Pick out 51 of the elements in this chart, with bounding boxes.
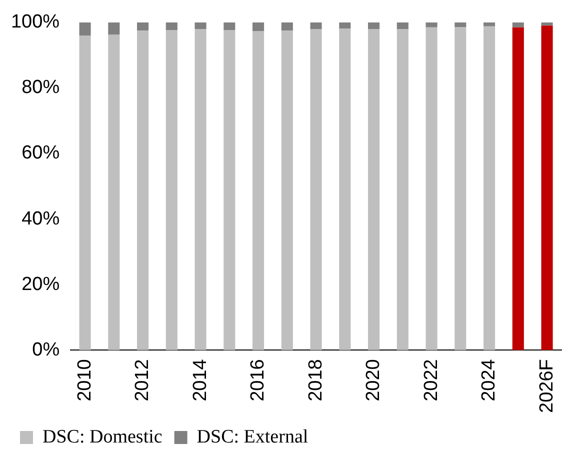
legend-label: DSC: External	[196, 426, 308, 448]
y-tick-label: 60%	[22, 142, 60, 164]
bar	[79, 36, 91, 350]
bar	[194, 28, 206, 350]
bar	[454, 26, 466, 350]
bar	[426, 22, 438, 28]
x-tick-label: 2020	[363, 359, 384, 402]
bar	[281, 22, 293, 31]
bar	[108, 22, 120, 35]
y-tick-label: 20%	[22, 274, 60, 295]
bar	[484, 26, 496, 350]
bar	[310, 22, 322, 29]
x-tick-label: 2018	[305, 359, 326, 402]
bar	[166, 22, 178, 30]
bar	[426, 27, 438, 350]
legend-label: DSC: Domestic	[42, 426, 162, 448]
x-tick-label: 2012	[132, 359, 154, 402]
bar	[310, 28, 322, 350]
bar	[79, 22, 91, 36]
y-tick-label: 100%	[10, 12, 60, 33]
bar	[368, 28, 380, 350]
bar	[281, 30, 293, 350]
x-tick-label: 2024	[478, 358, 500, 402]
bar	[252, 31, 264, 350]
x-tick-label: 2026F	[536, 359, 558, 413]
x-tick-label: 2016	[248, 359, 269, 402]
bar	[224, 22, 236, 30]
bar	[396, 22, 408, 29]
bar	[454, 22, 466, 27]
x-tick-label: 2014	[190, 358, 211, 402]
bar	[368, 22, 380, 29]
bar	[166, 30, 178, 350]
bar	[339, 28, 351, 350]
bar	[224, 30, 236, 350]
x-tick-label: 2022	[420, 359, 442, 402]
bar	[396, 28, 408, 350]
bar	[512, 22, 524, 28]
bar	[108, 34, 120, 350]
x-tick-label: 2010	[74, 359, 96, 402]
bar	[512, 27, 524, 350]
y-tick-label: 0%	[32, 339, 60, 360]
bar	[541, 26, 553, 350]
y-tick-label: 80%	[22, 77, 60, 98]
bar	[194, 22, 206, 29]
bar	[484, 22, 496, 26]
bar	[339, 22, 351, 29]
bar	[252, 22, 264, 32]
y-tick-label: 40%	[22, 208, 60, 230]
bar	[541, 22, 553, 26]
bar	[137, 22, 149, 31]
bar	[137, 30, 149, 350]
